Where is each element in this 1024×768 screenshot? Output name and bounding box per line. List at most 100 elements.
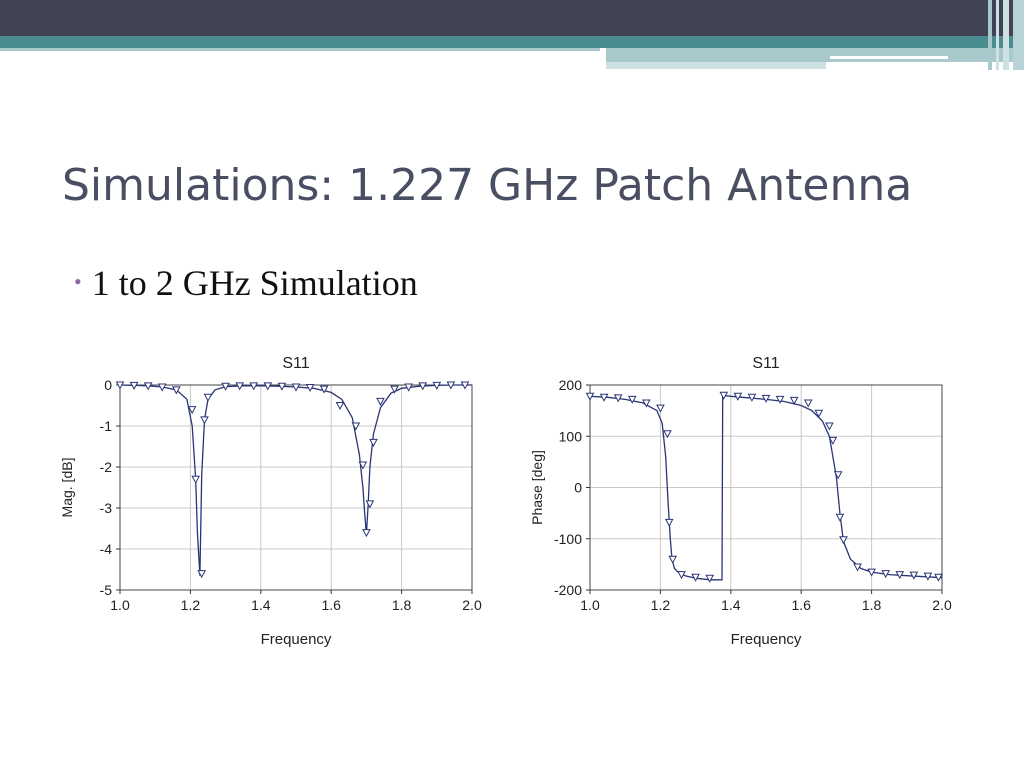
y-tick-label: -3 bbox=[100, 500, 113, 516]
x-tick-label: 1.2 bbox=[181, 597, 201, 613]
y-tick-label: -200 bbox=[554, 582, 582, 598]
data-point-marker bbox=[867, 568, 876, 577]
y-tick-label: -4 bbox=[100, 541, 113, 557]
chart-title: S11 bbox=[282, 355, 309, 372]
data-point-marker bbox=[203, 393, 213, 402]
plot-frame bbox=[119, 384, 473, 591]
data-point-marker bbox=[585, 392, 595, 401]
data-point-marker bbox=[197, 570, 207, 579]
chart-s11-phase: 1.0 1.2 1.4 1.6 1.8 2.0 200 100 0 -100 -200 S11 Freq… bbox=[520, 340, 960, 665]
x-axis-label: Frequency bbox=[731, 631, 802, 648]
data-point-marker bbox=[664, 518, 674, 527]
data-point-marker bbox=[934, 573, 943, 582]
data-point-marker bbox=[803, 399, 813, 408]
data-point-marker bbox=[115, 381, 125, 390]
data-point-marker bbox=[249, 382, 259, 391]
chart-svg: 1.0 1.2 1.4 1.6 1.8 2.0 0 -1 -2 -3 -4 -5 S11 Frequenc… bbox=[59, 355, 482, 648]
data-point-marker bbox=[853, 563, 862, 572]
data-point-marker bbox=[191, 475, 201, 484]
data-point-marker bbox=[839, 536, 848, 545]
data-point-marker bbox=[691, 573, 700, 582]
data-point-marker bbox=[143, 382, 153, 391]
data-point-marker bbox=[291, 383, 301, 392]
x-tick-label: 1.4 bbox=[721, 597, 741, 613]
data-point-marker bbox=[277, 382, 287, 391]
x-tick-label: 1.0 bbox=[580, 597, 600, 613]
x-tick-label: 1.8 bbox=[392, 597, 412, 613]
data-point-marker bbox=[171, 386, 181, 395]
data-point-marker bbox=[909, 571, 919, 580]
y-axis-label: Phase [deg] bbox=[529, 450, 545, 525]
data-point-marker bbox=[404, 383, 413, 392]
data-point-marker bbox=[335, 402, 345, 411]
data-point-marker bbox=[825, 422, 834, 431]
y-tick-label: 0 bbox=[574, 480, 582, 496]
data-point-marker bbox=[200, 416, 209, 425]
data-point-marker bbox=[881, 570, 891, 579]
y-tick-label: 200 bbox=[559, 377, 583, 393]
data-point-marker bbox=[668, 555, 678, 564]
data-point-marker bbox=[656, 404, 665, 413]
data-point-marker bbox=[705, 574, 715, 583]
data-point-marker bbox=[319, 385, 329, 394]
data-point-marker bbox=[365, 500, 375, 509]
data-point-marker bbox=[358, 461, 368, 470]
header-band bbox=[0, 0, 1024, 70]
chart-svg: 1.0 1.2 1.4 1.6 1.8 2.0 200 100 0 -100 -200 S11 Freq… bbox=[529, 355, 952, 648]
data-point-marker bbox=[833, 471, 843, 480]
data-point-marker bbox=[305, 383, 315, 393]
y-tick-label: -5 bbox=[100, 582, 113, 598]
data-point-marker bbox=[390, 385, 399, 394]
x-tick-label: 1.0 bbox=[110, 597, 130, 613]
x-tick-label: 1.4 bbox=[251, 597, 271, 613]
x-tick-label: 1.6 bbox=[791, 597, 811, 613]
x-tick-label: 1.8 bbox=[862, 597, 882, 613]
y-tick-label: -2 bbox=[100, 459, 113, 475]
x-tick-label: 2.0 bbox=[462, 597, 482, 613]
data-point-marker bbox=[446, 381, 456, 390]
data-point-marker bbox=[221, 382, 230, 391]
data-point-marker bbox=[376, 397, 385, 406]
data-point-marker bbox=[613, 394, 623, 403]
data-point-marker bbox=[747, 393, 757, 402]
data-point-marker bbox=[641, 399, 651, 408]
data-point-marker bbox=[187, 406, 197, 415]
slide-title: Simulations: 1.227 GHz Patch Antenna bbox=[62, 160, 913, 211]
data-point-marker bbox=[129, 381, 139, 390]
data-point-marker bbox=[351, 422, 361, 431]
data-point-marker bbox=[828, 436, 838, 445]
data-point-marker bbox=[263, 382, 273, 391]
series-line bbox=[119, 384, 472, 576]
data-point-marker bbox=[235, 382, 245, 391]
y-tick-label: 0 bbox=[104, 377, 112, 393]
data-point-marker bbox=[775, 395, 785, 404]
data-point-marker bbox=[362, 529, 371, 538]
data-point-marker bbox=[923, 572, 933, 581]
x-axis-label: Frequency bbox=[261, 631, 332, 648]
data-point-marker bbox=[599, 393, 609, 402]
y-tick-label: 100 bbox=[559, 428, 583, 444]
data-point-marker bbox=[814, 409, 824, 418]
data-point-marker bbox=[789, 396, 799, 405]
data-point-marker bbox=[369, 438, 378, 447]
data-point-marker bbox=[677, 571, 686, 580]
plot-frame bbox=[589, 384, 943, 591]
data-point-marker bbox=[432, 381, 442, 390]
data-point-marker bbox=[895, 571, 905, 580]
x-tick-label: 1.2 bbox=[651, 597, 671, 613]
data-point-marker bbox=[719, 391, 729, 400]
bullet-dot-icon: • bbox=[74, 269, 82, 294]
data-point-marker bbox=[835, 513, 845, 522]
x-tick-label: 1.6 bbox=[321, 597, 341, 613]
data-point-marker bbox=[460, 381, 470, 390]
data-point-marker bbox=[418, 382, 428, 391]
data-point-marker bbox=[157, 383, 167, 392]
y-tick-label: -1 bbox=[100, 418, 113, 434]
chart-s11-magnitude: 1.0 1.2 1.4 1.6 1.8 2.0 0 -1 -2 -3 -4 -5 S11 Frequenc… bbox=[50, 340, 490, 665]
data-point-marker bbox=[627, 395, 637, 404]
data-point-marker bbox=[761, 394, 771, 403]
y-tick-label: -100 bbox=[554, 531, 582, 547]
x-tick-label: 2.0 bbox=[932, 597, 952, 613]
data-point-marker bbox=[663, 430, 672, 439]
y-axis-label: Mag. [dB] bbox=[59, 458, 75, 518]
